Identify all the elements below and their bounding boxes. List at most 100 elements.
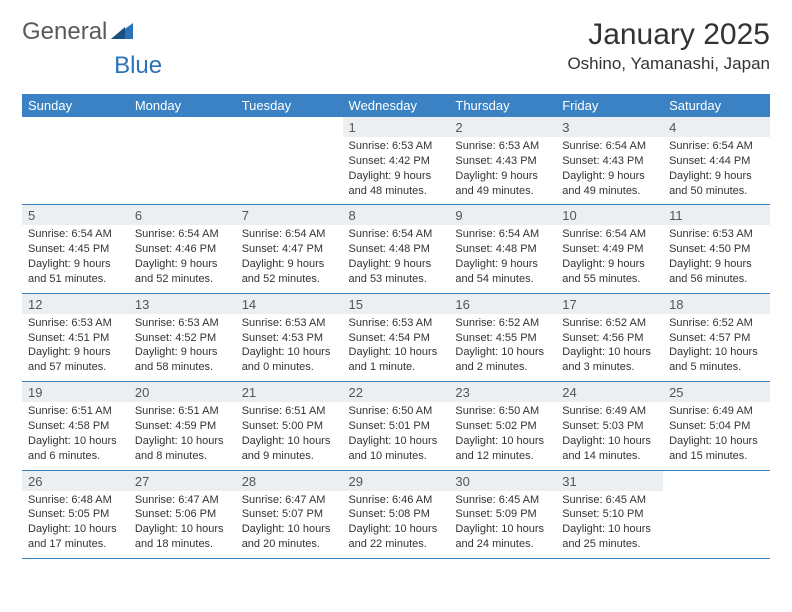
- day-detail-cell: Sunrise: 6:51 AMSunset: 4:59 PMDaylight:…: [129, 402, 236, 470]
- sunset-line: Sunset: 4:49 PM: [562, 242, 657, 257]
- day-detail-row: Sunrise: 6:51 AMSunset: 4:58 PMDaylight:…: [22, 402, 770, 470]
- calendar-header-row: SundayMondayTuesdayWednesdayThursdayFrid…: [22, 94, 770, 117]
- day-number-row: 1234: [22, 117, 770, 137]
- sunset-line: Sunset: 4:50 PM: [669, 242, 764, 257]
- day-detail-cell: Sunrise: 6:53 AMSunset: 4:50 PMDaylight:…: [663, 225, 770, 293]
- day-number-cell: 22: [343, 382, 450, 403]
- sunrise-line: Sunrise: 6:50 AM: [349, 404, 444, 419]
- sunrise-line: Sunrise: 6:51 AM: [28, 404, 123, 419]
- sunset-line: Sunset: 4:43 PM: [455, 154, 550, 169]
- calendar-table: SundayMondayTuesdayWednesdayThursdayFrid…: [22, 94, 770, 559]
- day-number-cell: 16: [449, 293, 556, 314]
- day-number-cell: [236, 117, 343, 137]
- title-block: January 2025 Oshino, Yamanashi, Japan: [567, 18, 770, 74]
- day-number-row: 19202122232425: [22, 382, 770, 403]
- sunrise-line: Sunrise: 6:45 AM: [455, 493, 550, 508]
- day-detail-cell: Sunrise: 6:54 AMSunset: 4:44 PMDaylight:…: [663, 137, 770, 205]
- daylight-line: Daylight: 10 hours and 5 minutes.: [669, 345, 764, 375]
- day-number-cell: [22, 117, 129, 137]
- sunset-line: Sunset: 5:06 PM: [135, 507, 230, 522]
- daylight-line: Daylight: 10 hours and 10 minutes.: [349, 434, 444, 464]
- day-detail-cell: Sunrise: 6:54 AMSunset: 4:47 PMDaylight:…: [236, 225, 343, 293]
- sunrise-line: Sunrise: 6:53 AM: [242, 316, 337, 331]
- sunrise-line: Sunrise: 6:52 AM: [455, 316, 550, 331]
- sunrise-line: Sunrise: 6:50 AM: [455, 404, 550, 419]
- sunrise-line: Sunrise: 6:48 AM: [28, 493, 123, 508]
- day-detail-cell: Sunrise: 6:49 AMSunset: 5:04 PMDaylight:…: [663, 402, 770, 470]
- day-number-cell: 24: [556, 382, 663, 403]
- day-number-cell: 28: [236, 470, 343, 491]
- day-number-cell: 11: [663, 205, 770, 226]
- day-detail-cell: Sunrise: 6:51 AMSunset: 4:58 PMDaylight:…: [22, 402, 129, 470]
- sunrise-line: Sunrise: 6:47 AM: [135, 493, 230, 508]
- weekday-header: Sunday: [22, 94, 129, 117]
- daylight-line: Daylight: 9 hours and 58 minutes.: [135, 345, 230, 375]
- daylight-line: Daylight: 10 hours and 6 minutes.: [28, 434, 123, 464]
- day-detail-row: Sunrise: 6:48 AMSunset: 5:05 PMDaylight:…: [22, 491, 770, 559]
- day-number-cell: 6: [129, 205, 236, 226]
- day-detail-cell: Sunrise: 6:49 AMSunset: 5:03 PMDaylight:…: [556, 402, 663, 470]
- sunrise-line: Sunrise: 6:54 AM: [242, 227, 337, 242]
- day-detail-cell: Sunrise: 6:54 AMSunset: 4:48 PMDaylight:…: [343, 225, 450, 293]
- day-number-cell: 3: [556, 117, 663, 137]
- daylight-line: Daylight: 10 hours and 17 minutes.: [28, 522, 123, 552]
- weekday-header: Wednesday: [343, 94, 450, 117]
- day-detail-cell: Sunrise: 6:45 AMSunset: 5:09 PMDaylight:…: [449, 491, 556, 559]
- weekday-header: Thursday: [449, 94, 556, 117]
- sunset-line: Sunset: 4:54 PM: [349, 331, 444, 346]
- daylight-line: Daylight: 10 hours and 1 minute.: [349, 345, 444, 375]
- day-detail-cell: [129, 137, 236, 205]
- day-detail-cell: Sunrise: 6:53 AMSunset: 4:53 PMDaylight:…: [236, 314, 343, 382]
- brand-name-part2: Blue: [114, 52, 162, 79]
- daylight-line: Daylight: 9 hours and 50 minutes.: [669, 169, 764, 199]
- sunset-line: Sunset: 5:09 PM: [455, 507, 550, 522]
- day-detail-cell: [236, 137, 343, 205]
- daylight-line: Daylight: 9 hours and 56 minutes.: [669, 257, 764, 287]
- day-detail-cell: Sunrise: 6:54 AMSunset: 4:46 PMDaylight:…: [129, 225, 236, 293]
- sunset-line: Sunset: 5:07 PM: [242, 507, 337, 522]
- day-number-cell: 1: [343, 117, 450, 137]
- sunrise-line: Sunrise: 6:54 AM: [28, 227, 123, 242]
- sunrise-line: Sunrise: 6:54 AM: [135, 227, 230, 242]
- daylight-line: Daylight: 9 hours and 52 minutes.: [242, 257, 337, 287]
- day-detail-cell: Sunrise: 6:51 AMSunset: 5:00 PMDaylight:…: [236, 402, 343, 470]
- day-detail-cell: [663, 491, 770, 559]
- day-number-cell: 15: [343, 293, 450, 314]
- day-number-cell: 29: [343, 470, 450, 491]
- daylight-line: Daylight: 9 hours and 55 minutes.: [562, 257, 657, 287]
- sunset-line: Sunset: 5:00 PM: [242, 419, 337, 434]
- day-number-cell: 17: [556, 293, 663, 314]
- day-number-cell: 25: [663, 382, 770, 403]
- day-number-cell: 26: [22, 470, 129, 491]
- day-number-cell: 20: [129, 382, 236, 403]
- sunset-line: Sunset: 5:05 PM: [28, 507, 123, 522]
- sunset-line: Sunset: 5:08 PM: [349, 507, 444, 522]
- sunrise-line: Sunrise: 6:45 AM: [562, 493, 657, 508]
- day-number-cell: [129, 117, 236, 137]
- sunset-line: Sunset: 5:10 PM: [562, 507, 657, 522]
- day-number-cell: 30: [449, 470, 556, 491]
- daylight-line: Daylight: 9 hours and 51 minutes.: [28, 257, 123, 287]
- sunset-line: Sunset: 4:48 PM: [349, 242, 444, 257]
- day-number-cell: 14: [236, 293, 343, 314]
- day-detail-cell: [22, 137, 129, 205]
- sunrise-line: Sunrise: 6:52 AM: [562, 316, 657, 331]
- sunrise-line: Sunrise: 6:53 AM: [349, 139, 444, 154]
- sunrise-line: Sunrise: 6:54 AM: [562, 139, 657, 154]
- sunset-line: Sunset: 4:44 PM: [669, 154, 764, 169]
- sunrise-line: Sunrise: 6:54 AM: [669, 139, 764, 154]
- sunrise-line: Sunrise: 6:49 AM: [669, 404, 764, 419]
- day-number-cell: 21: [236, 382, 343, 403]
- day-number-row: 567891011: [22, 205, 770, 226]
- day-number-cell: 5: [22, 205, 129, 226]
- sunrise-line: Sunrise: 6:53 AM: [669, 227, 764, 242]
- daylight-line: Daylight: 10 hours and 20 minutes.: [242, 522, 337, 552]
- day-detail-cell: Sunrise: 6:52 AMSunset: 4:55 PMDaylight:…: [449, 314, 556, 382]
- day-number-cell: 10: [556, 205, 663, 226]
- day-number-cell: 13: [129, 293, 236, 314]
- sunrise-line: Sunrise: 6:46 AM: [349, 493, 444, 508]
- weekday-header: Friday: [556, 94, 663, 117]
- daylight-line: Daylight: 9 hours and 49 minutes.: [562, 169, 657, 199]
- daylight-line: Daylight: 9 hours and 48 minutes.: [349, 169, 444, 199]
- day-detail-cell: Sunrise: 6:54 AMSunset: 4:45 PMDaylight:…: [22, 225, 129, 293]
